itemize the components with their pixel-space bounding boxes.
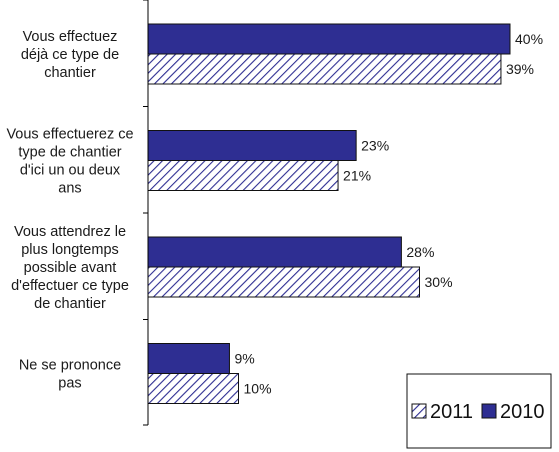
value-label-2011-2: 30% <box>425 274 453 290</box>
bar-2010-2 <box>147 236 402 268</box>
value-label-2011-0: 39% <box>506 61 534 77</box>
category-label-2: Vous attendrez le plus longtemps possible … <box>11 224 129 312</box>
bar-2010-3 <box>147 343 230 374</box>
value-label-2011-1: 21% <box>343 168 371 184</box>
category-label-3: Ne se prononce pas <box>19 358 121 392</box>
bar-2010-0 <box>147 23 511 55</box>
category-label-1: Vous effectuerez ce type de chantier d'ici… <box>6 127 133 197</box>
bar-2011-0 <box>147 53 502 85</box>
legend-label-2011: 2011 <box>430 401 473 423</box>
legend-box <box>406 373 552 449</box>
legend-swatch-2010 <box>481 403 497 419</box>
category-label-0: Vous effectuez déjà ce type de chantier <box>21 29 119 81</box>
legend: 2011 2010 <box>406 373 552 449</box>
bar-2010-1 <box>147 130 357 161</box>
value-label-2010-2: 28% <box>406 244 434 260</box>
axis-group <box>143 0 149 426</box>
bars-group <box>147 23 511 404</box>
legend-label-2010: 2010 <box>500 401 545 423</box>
value-label-2010-0: 40% <box>515 31 543 47</box>
bar-2011-3 <box>147 373 239 404</box>
bar-2011-2 <box>147 266 420 298</box>
legend-swatch-2011 <box>411 403 427 419</box>
value-label-2011-3: 10% <box>244 381 272 397</box>
labels-group: 40% 39% Vous effectuez déjà ce type de chant… <box>6 29 543 397</box>
value-label-2010-3: 9% <box>234 351 254 367</box>
bar-2011-1 <box>147 160 339 191</box>
value-label-2010-1: 23% <box>361 138 389 154</box>
